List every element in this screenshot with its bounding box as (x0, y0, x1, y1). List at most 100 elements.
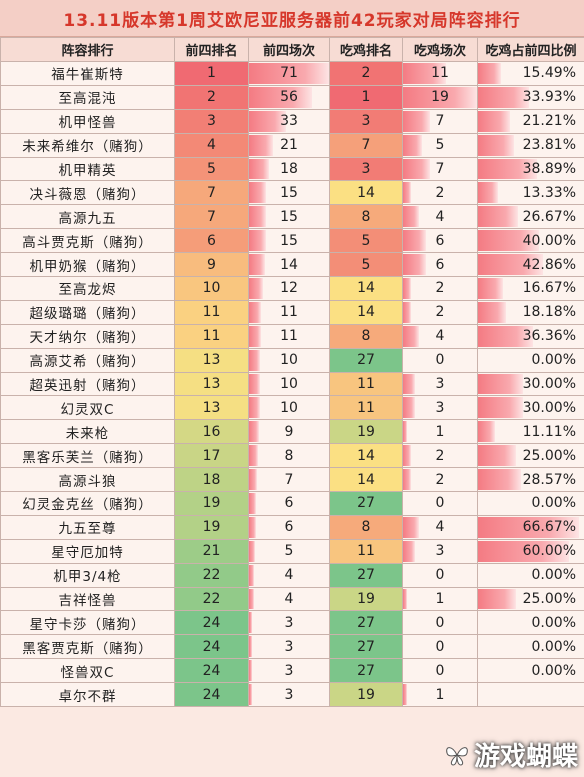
top4-count-bar (249, 278, 263, 299)
win-count-cell: 2 (402, 467, 478, 493)
win-ratio-cell: 42.86% (477, 252, 584, 278)
win-count-cell: 0 (402, 347, 478, 373)
win-count-cell: 7 (402, 156, 478, 182)
win-ratio-value: 38.89% (522, 161, 576, 177)
top4-rank-cell: 19 (174, 514, 249, 540)
win-count-bar (403, 516, 419, 538)
win-count-cell: 6 (402, 228, 478, 254)
win-count-bar (403, 325, 419, 347)
top4-count-bar (249, 63, 329, 84)
win-ratio-value: 0.00% (531, 614, 576, 631)
top4-count-value: 10 (280, 376, 298, 393)
win-rank-cell: 11 (329, 538, 403, 564)
lineup-name: 星守厄加特 (0, 538, 175, 564)
lineup-name: 高斗贾克斯（赌狗） (0, 228, 175, 254)
table-row: 福牛崔斯特 1 71 2 11 15.49% (0, 61, 584, 86)
win-count-value: 1 (435, 591, 445, 608)
win-ratio-value: 42.86% (522, 256, 576, 273)
header-win-count: 吃鸡场次 (402, 37, 478, 62)
win-count-bar (403, 373, 415, 395)
lineup-name: 福牛崔斯特 (0, 61, 175, 86)
win-count-cell: 4 (402, 204, 478, 230)
win-ratio-cell: 28.57% (477, 467, 584, 493)
table-row: 机甲精英 5 18 3 7 38.89% (0, 156, 584, 182)
top4-rank-cell: 19 (174, 491, 249, 516)
top4-count-cell: 5 (248, 538, 330, 564)
top4-count-cell: 10 (248, 347, 330, 373)
top4-count-value: 12 (280, 280, 298, 297)
win-ratio-cell: 38.89% (477, 156, 584, 182)
top4-count-value: 6 (284, 495, 294, 512)
top4-rank-cell: 18 (174, 467, 249, 493)
top4-rank-cell: 2 (174, 84, 249, 110)
win-ratio-value: 23.81% (522, 137, 576, 154)
top4-count-cell: 3 (248, 634, 330, 660)
win-count-cell: 1 (402, 682, 478, 708)
table-row: 幻灵金克丝（赌狗） 19 6 27 0 0.00% (0, 491, 584, 516)
win-ratio-cell: 21.21% (477, 108, 584, 134)
win-ratio-bar (478, 110, 511, 132)
top4-count-cell: 21 (248, 132, 330, 158)
top4-rank-cell: 24 (174, 610, 249, 636)
table-row: 决斗薇恩（赌狗） 7 15 14 2 13.33% (0, 180, 584, 206)
win-ratio-cell: 18.18% (477, 299, 584, 325)
top4-rank-cell: 16 (174, 419, 249, 445)
win-count-cell: 2 (402, 276, 478, 301)
butterfly-icon (446, 746, 468, 766)
lineup-name: 高源艾希（赌狗） (0, 347, 175, 373)
win-ratio-cell: 0.00% (477, 658, 584, 684)
win-ratio-cell: 0.00% (477, 491, 584, 516)
top4-count-value: 3 (284, 686, 294, 703)
win-ratio-bar (478, 158, 537, 180)
top4-count-bar (249, 110, 287, 132)
win-count-bar (403, 158, 431, 180)
win-ratio-bar (478, 63, 502, 84)
win-ratio-bar (478, 206, 519, 228)
win-count-bar (403, 110, 431, 132)
win-count-value: 6 (435, 232, 445, 249)
top4-count-cell: 9 (248, 419, 330, 445)
lineup-name: 未来枪 (0, 419, 175, 445)
top4-count-bar (249, 301, 262, 323)
win-ratio-bar (478, 230, 539, 252)
top4-count-cell: 15 (248, 228, 330, 254)
win-ratio-cell: 0.00% (477, 347, 584, 373)
win-ratio-value: 21.21% (522, 113, 576, 130)
win-count-cell: 2 (402, 299, 478, 325)
win-rank-cell: 27 (329, 658, 403, 684)
table-row: 星守厄加特 21 5 11 3 60.00% (0, 538, 584, 564)
win-count-bar (403, 63, 446, 84)
top4-count-cell: 15 (248, 180, 330, 206)
top4-count-value: 21 (280, 137, 298, 154)
top4-count-value: 15 (280, 184, 298, 201)
top4-count-value: 4 (284, 567, 294, 584)
top4-count-cell: 3 (248, 682, 330, 708)
win-ratio-value: 66.67% (522, 519, 576, 536)
win-ratio-value: 13.33% (522, 184, 576, 201)
win-count-bar (403, 445, 411, 467)
win-count-value: 0 (435, 352, 445, 369)
top4-rank-cell: 24 (174, 658, 249, 684)
top4-count-cell: 14 (248, 252, 330, 278)
top4-count-cell: 12 (248, 276, 330, 301)
top4-count-bar (249, 254, 265, 276)
win-ratio-cell: 0.00% (477, 610, 584, 636)
table-row: 超英迅射（赌狗） 13 10 11 3 30.00% (0, 371, 584, 397)
top4-count-bar (249, 182, 266, 204)
win-count-value: 0 (435, 662, 445, 679)
top4-count-bar (249, 134, 273, 156)
win-count-value: 2 (435, 280, 445, 297)
header-win-ratio: 吃鸡占前四比例 (477, 37, 584, 62)
ranking-table: 阵容排行 前四排名 前四场次 吃鸡排名 吃鸡场次 吃鸡占前四比例 福牛崔斯特 1 7… (0, 37, 584, 708)
win-ratio-value: 28.57% (522, 471, 576, 488)
win-count-bar (403, 421, 407, 443)
win-count-cell: 19 (402, 84, 478, 110)
win-count-cell: 4 (402, 323, 478, 349)
title-bar: 13.11版本第1周艾欧尼亚服务器前42玩家对局阵容排行 (0, 0, 584, 37)
win-count-value: 0 (435, 614, 445, 631)
win-ratio-cell: 33.93% (477, 84, 584, 110)
top4-count-cell: 71 (248, 61, 330, 86)
top4-rank-cell: 4 (174, 132, 249, 158)
win-count-value: 4 (435, 328, 445, 345)
